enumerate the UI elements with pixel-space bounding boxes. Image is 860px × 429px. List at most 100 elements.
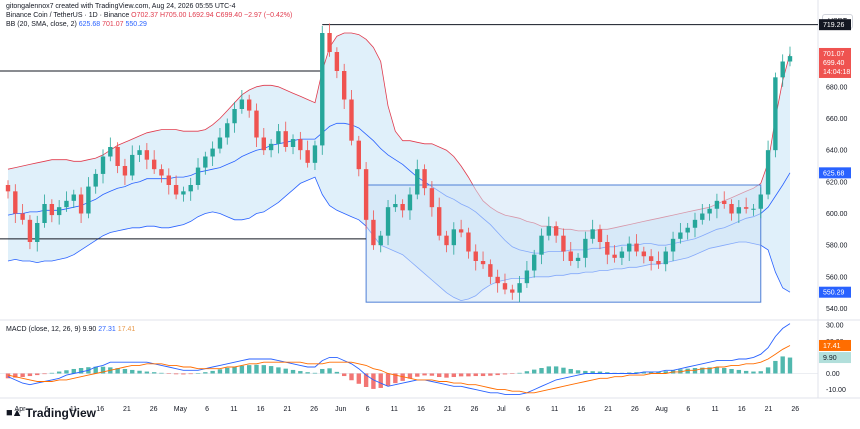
candle-body [71, 194, 76, 201]
macd-hist-bar [502, 373, 508, 375]
candle-body [451, 229, 457, 246]
candle-body [378, 235, 383, 246]
macd-hist-bar [298, 371, 303, 374]
candle-body [429, 188, 435, 208]
candle-body [173, 185, 179, 195]
macd-hist-bar [524, 371, 530, 374]
signal-line [7, 345, 791, 394]
price-tick-label: 560.00 [826, 274, 848, 281]
time-tick-label: 6 [366, 406, 370, 413]
time-tick-label: Apr [15, 406, 27, 413]
macd-hist-bar [378, 373, 383, 388]
time-tick-label: 21 [444, 406, 452, 413]
time-tick-label: 16 [738, 406, 746, 413]
macd-hist-bar [5, 373, 11, 379]
candle-body [239, 99, 245, 109]
macd-hist-bar [407, 373, 413, 379]
candle-body [612, 254, 617, 258]
macd-hist-bar [239, 365, 245, 374]
candle-body [305, 150, 310, 163]
time-tick-label: 26 [791, 406, 799, 413]
macd-hist-bar [42, 373, 47, 375]
candle-body [488, 264, 493, 277]
macd-hist-bar [605, 372, 610, 374]
candles [5, 23, 793, 303]
price-tick-label: 640.00 [826, 148, 848, 155]
candle-body [751, 208, 756, 210]
time-tick-label: 21 [765, 406, 773, 413]
candle-body [232, 109, 237, 124]
time-tick-label: 11 [551, 406, 558, 413]
price-tick-label: 620.00 [826, 179, 848, 186]
candle-body [217, 137, 223, 149]
macd-legend[interactable]: MACD (close, 12, 26, 9) 9.90 27.31 17.41 [6, 326, 135, 333]
macd-hist-bar [246, 365, 252, 374]
macd-hist-bar [115, 368, 120, 374]
macd-hist-bar [765, 367, 771, 374]
bb-basis-value: 625.68 [78, 21, 101, 28]
macd-hist-bar [553, 366, 559, 374]
macd-hist-bar [100, 366, 106, 374]
candle-body [722, 200, 727, 204]
logo-text: TradingView [25, 406, 96, 420]
macd-hist-bar [27, 373, 33, 377]
macd-hist-bar [290, 369, 296, 374]
macd-hist-bar [356, 373, 361, 384]
time-tick-label: 16 [578, 406, 586, 413]
macd-hist-bar [641, 372, 647, 374]
macd-hist-bar [707, 367, 712, 374]
bb-upper-value: 701.07 [102, 21, 124, 28]
macd-hist-bar [590, 371, 595, 374]
candle-body [444, 235, 449, 246]
candle-body [517, 283, 522, 293]
macd-hist-bar [93, 366, 98, 374]
macd-hist-bar [597, 371, 603, 374]
macd-hist-bar [758, 371, 763, 374]
macd-hist-bar [13, 373, 18, 378]
bb-legend[interactable]: BB (20, SMA, close, 2) 625.68 701.07 550… [6, 20, 292, 29]
candle-body [203, 156, 208, 168]
candle-body [553, 226, 559, 236]
macd-hist-bar [327, 368, 332, 374]
candle-body [437, 207, 442, 236]
candle-body [144, 150, 150, 160]
candle-body [151, 159, 157, 170]
time-tick-label: 11 [391, 406, 398, 413]
macd-line [7, 323, 791, 395]
candle-body [583, 238, 588, 258]
candle-body [108, 147, 113, 157]
candle-body [349, 99, 354, 141]
macd-hist-bar [466, 373, 471, 377]
resistance-price-label: 719.26 [823, 22, 845, 29]
macd-hist-bar [261, 365, 266, 374]
time-tick-label: 26 [631, 406, 639, 413]
macd-tick-label: 30.00 [826, 323, 844, 330]
macd-hist-bar [458, 373, 464, 377]
candle-body [787, 56, 793, 62]
candle-body [341, 71, 347, 100]
bb-lower-value: 550.29 [125, 21, 147, 28]
candle-body [327, 33, 332, 52]
candle-body [5, 185, 11, 192]
macd-hist-bar [685, 368, 690, 374]
candle-body [656, 261, 661, 265]
candle-body [634, 243, 639, 252]
symbol-label[interactable]: Binance Coin / TetherUS · 1D · Binance [6, 12, 130, 19]
macd-hist-bar [283, 368, 288, 374]
close-price-label: 699.40 [823, 60, 845, 67]
macd-hist-bar [254, 364, 259, 374]
candle-body [283, 131, 288, 147]
tradingview-logo[interactable]: ■▲ TradingView [6, 406, 96, 420]
macd-hist-bar [656, 371, 661, 374]
macd-hist-bar [473, 373, 478, 377]
time-tick-label: 21 [604, 406, 612, 413]
macd-hist-bar [517, 372, 522, 374]
candle-body [663, 251, 668, 265]
candle-body [561, 235, 566, 252]
candle-body [371, 219, 376, 246]
macd-hist-bar [583, 370, 588, 374]
macd-hist-bar [663, 371, 668, 374]
macd-hist-bar [130, 369, 135, 374]
candle-body [546, 226, 552, 236]
